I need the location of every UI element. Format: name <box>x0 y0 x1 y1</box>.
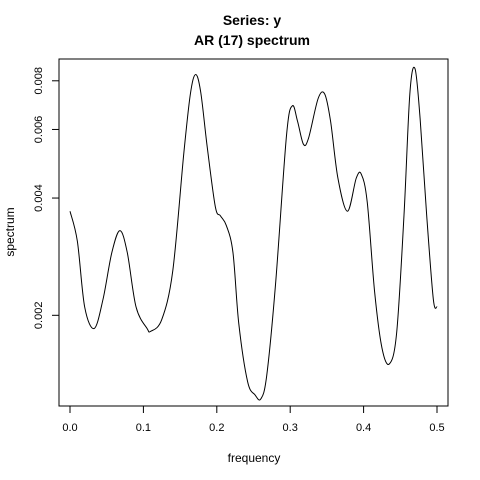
y-tick-label: 0.004 <box>33 184 45 212</box>
y-tick-label: 0.006 <box>33 116 45 144</box>
spectrum-line <box>69 66 438 401</box>
x-tick-label: 0.0 <box>62 422 77 434</box>
x-axis-label: frequency <box>228 451 281 465</box>
x-tick-label: 0.1 <box>136 422 151 434</box>
x-tick-label: 0.2 <box>209 422 224 434</box>
chart-title: Series: y <box>223 12 282 28</box>
x-tick-label: 0.4 <box>356 422 371 434</box>
y-tick-label: 0.008 <box>33 67 45 95</box>
y-axis-label: spectrum <box>3 207 17 256</box>
y-tick-label: 0.002 <box>33 302 45 330</box>
x-tick-label: 0.5 <box>429 422 444 434</box>
chart-subtitle: AR (17) spectrum <box>194 32 310 48</box>
x-axis: 0.0 0.1 0.2 0.3 0.4 0.5 <box>62 406 445 434</box>
x-tick-label: 0.3 <box>283 422 298 434</box>
plot-frame <box>58 58 449 407</box>
y-axis: 0.002 0.004 0.006 0.008 <box>33 67 59 329</box>
